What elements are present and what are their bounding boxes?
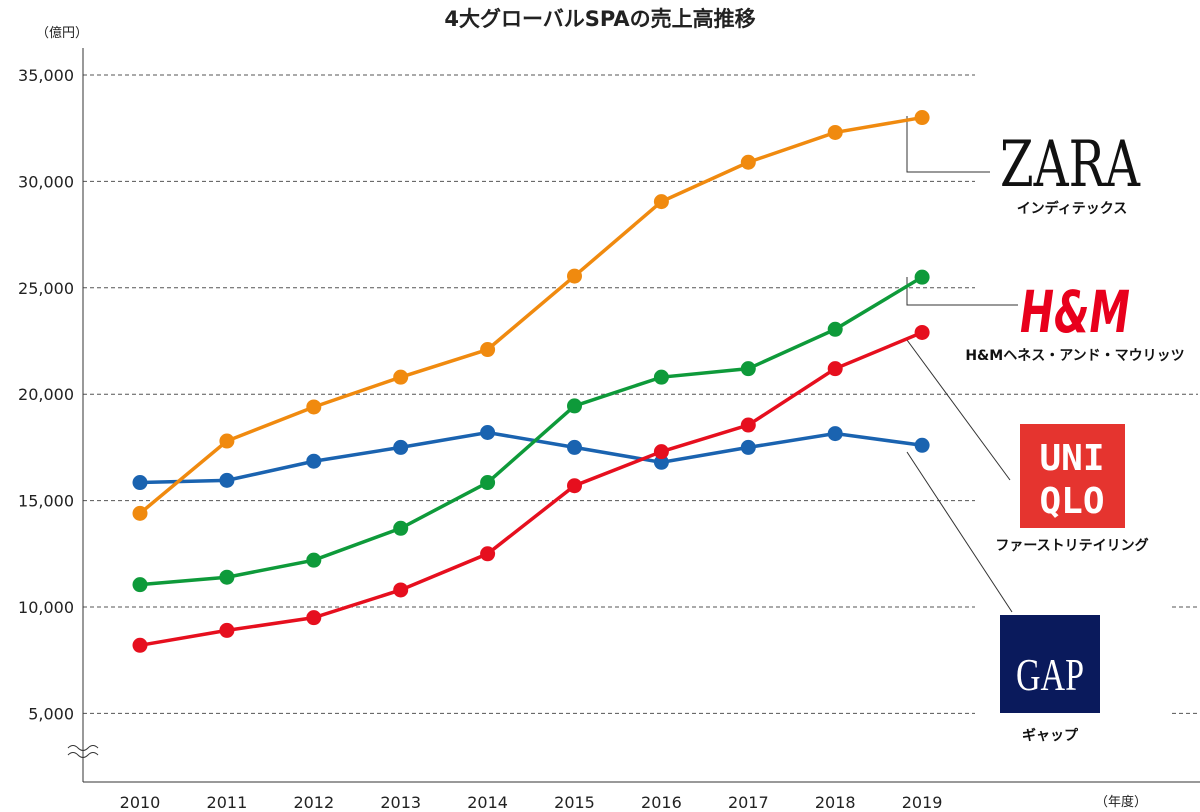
data-point — [740, 439, 756, 455]
gap-company-name: ギャップ — [1022, 727, 1079, 744]
y-tick-label: 25,000 — [18, 279, 74, 298]
data-point — [827, 361, 843, 377]
uniqlo-company-name: ファーストリテイリング — [995, 537, 1148, 554]
data-point — [219, 622, 235, 638]
zara-leader-line — [906, 116, 990, 173]
x-tick-label: 2018 — [815, 793, 856, 812]
x-tick-label: 2012 — [293, 793, 334, 812]
x-tick-label: 2017 — [728, 793, 769, 812]
data-point — [653, 194, 669, 210]
x-tick-label: 2013 — [380, 793, 421, 812]
data-point — [827, 321, 843, 337]
data-point — [393, 520, 409, 536]
series-line — [139, 330, 923, 648]
hm-logo: H&M — [1020, 278, 1130, 346]
data-point — [827, 426, 843, 442]
series-line — [139, 275, 924, 587]
series-hm — [132, 269, 930, 593]
data-point — [567, 268, 582, 284]
hm-company-name: H&Mヘネス・アンド・マウリッツ — [965, 348, 1184, 364]
y-tick-label: 30,000 — [18, 172, 74, 191]
data-point — [219, 569, 235, 585]
x-axis-unit: （年度） — [1095, 794, 1147, 810]
y-tick-label: 20,000 — [18, 385, 74, 404]
data-point — [306, 552, 322, 568]
data-point — [306, 453, 322, 469]
uniqlo-leader-line — [906, 339, 1011, 481]
data-point — [480, 475, 496, 491]
data-point — [567, 439, 582, 455]
data-point — [914, 269, 930, 285]
data-point — [132, 577, 148, 593]
data-point — [740, 154, 756, 170]
data-point — [219, 472, 235, 488]
x-tick-label: 2014 — [467, 793, 508, 812]
y-tick-label: 15,000 — [18, 492, 74, 511]
y-tick-label: 10,000 — [18, 598, 74, 617]
data-point — [132, 637, 148, 653]
gap-logo: GAP — [1000, 615, 1100, 713]
data-point — [914, 110, 930, 126]
data-point — [480, 342, 496, 358]
series-gap — [132, 425, 930, 491]
y-tick-label: 35,000 — [18, 66, 74, 85]
data-point — [393, 369, 409, 385]
series-zara — [132, 110, 930, 521]
data-point — [653, 369, 669, 385]
data-point — [132, 505, 148, 521]
svg-text:UNI: UNI — [1039, 438, 1104, 479]
data-point — [740, 417, 756, 433]
data-point — [306, 610, 322, 626]
y-axis-unit: （億円） — [36, 25, 88, 41]
chart-title: 4大グローバルSPAの売上高推移 — [444, 7, 755, 31]
data-point — [827, 124, 843, 140]
data-point — [393, 439, 409, 455]
x-tick-label: 2019 — [902, 793, 943, 812]
uniqlo-logo: UNI QLO — [1020, 424, 1125, 528]
svg-text:ZARA: ZARA — [1000, 128, 1141, 202]
data-point — [480, 425, 496, 441]
x-tick-label: 2015 — [554, 793, 595, 812]
zara-logo: ZARA — [1000, 128, 1141, 202]
svg-text:QLO: QLO — [1039, 481, 1104, 522]
x-tick-label: 2010 — [120, 793, 161, 812]
data-point — [219, 433, 235, 449]
gap-leader-line — [906, 451, 1013, 613]
data-point — [653, 444, 669, 460]
data-point — [567, 478, 582, 494]
x-tick-label: 2011 — [207, 793, 248, 812]
svg-text:GAP: GAP — [1016, 649, 1084, 700]
data-point — [567, 398, 582, 414]
series-line — [139, 430, 923, 485]
zara-company-name: インディテックス — [1017, 200, 1128, 217]
data-point — [393, 582, 409, 598]
series-uniqlo — [132, 324, 930, 653]
x-tick-label: 2016 — [641, 793, 682, 812]
data-point — [653, 454, 669, 470]
data-point — [132, 475, 148, 491]
data-point — [914, 437, 930, 453]
y-tick-label: 5,000 — [28, 704, 74, 723]
data-point — [480, 546, 496, 562]
data-point — [740, 361, 756, 377]
svg-text:H&M: H&M — [1020, 278, 1130, 346]
axis-break-icon — [67, 745, 99, 758]
series-line — [138, 115, 923, 515]
data-point — [914, 324, 930, 340]
data-point — [306, 399, 322, 415]
